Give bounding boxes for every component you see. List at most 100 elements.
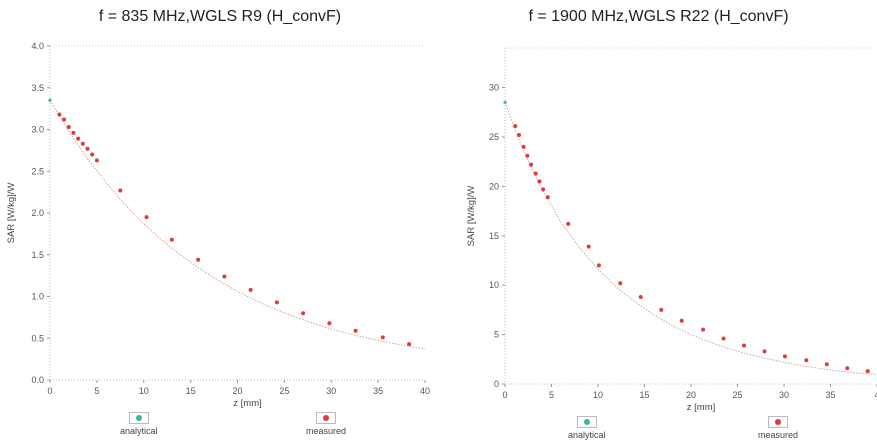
analytical-point (48, 98, 52, 102)
measured-point (762, 349, 767, 354)
measured-point (782, 354, 787, 359)
x-tick-label: 10 (139, 386, 149, 396)
measured-point (865, 369, 870, 374)
chart-1900-svg: 0 5 10 15 20 25 30 0 5 10 15 20 25 30 35 4 z [mm] SAR [W/… (466, 47, 877, 413)
measured-point (407, 342, 412, 347)
y-tick-label: 0 (494, 379, 499, 389)
measured-point (118, 188, 123, 193)
measured-point (71, 130, 76, 135)
measured-point (659, 307, 664, 312)
chart-panel-1900: f = 1900 MHz,WGLS R22 (H_convF) 0 5 10 15 20… (440, 0, 877, 440)
measured-point (57, 112, 62, 117)
analytical-curve (49, 100, 426, 350)
y-axis-label: SAR [W/kg]/W (6, 183, 17, 244)
x-tick-label: 30 (326, 386, 336, 396)
measured-point (274, 300, 279, 305)
x-tick-label: 10 (593, 390, 603, 400)
legend-analytical-label: analytical (120, 426, 158, 436)
measured-point (196, 257, 201, 262)
x-tick-label: 35 (825, 390, 835, 400)
x-tick-label: 40 (420, 386, 430, 396)
measured-point (545, 195, 550, 200)
analytical-point (503, 100, 507, 104)
legend-analytical-swatch (576, 416, 597, 428)
measured-point (85, 146, 90, 151)
chart-panel-835: f = 835 MHz,WGLS R9 (H_convF) 0.0 0.5 1.0 1… (6, 8, 430, 436)
legend-measured-swatch (316, 412, 337, 424)
y-tick-label: 25 (489, 132, 499, 142)
analytical-marker-icon (135, 415, 142, 421)
legend-analytical: analytical (568, 416, 606, 440)
measured-point (566, 221, 571, 226)
y-tick-label: 0.5 (31, 333, 44, 343)
y-tick-label: 15 (489, 231, 499, 241)
measured-point (327, 321, 332, 326)
analytical-curve (504, 102, 877, 376)
measured-point (525, 153, 530, 158)
measured-point (618, 281, 623, 286)
measured-point (76, 136, 81, 141)
y-tick-label: 3.0 (31, 125, 44, 135)
x-tick-label: 30 (779, 390, 789, 400)
measured-point (353, 328, 358, 333)
measured-point (742, 343, 747, 348)
measured-point (596, 263, 601, 268)
x-tick-label: 20 (686, 390, 696, 400)
measured-point (824, 362, 829, 367)
measured-point (62, 117, 67, 122)
x-tick-label: 15 (186, 386, 196, 396)
chart-835-svg: 0.0 0.5 1.0 1.5 2.0 2.5 3.0 3.5 4.0 0 5 10 15 20 25 30 3… (6, 41, 430, 409)
x-tick-label: 25 (732, 390, 742, 400)
legend-measured-label: measured (758, 430, 799, 440)
measured-point (301, 311, 306, 316)
measured-point (380, 335, 385, 340)
x-tick-label: 15 (639, 390, 649, 400)
y-tick-label: 30 (489, 83, 499, 93)
chart-title: f = 835 MHz,WGLS R9 (H_convF) (98, 8, 342, 25)
analytical-marker-icon (583, 419, 590, 425)
measured-point (533, 171, 538, 176)
measured-point (248, 287, 253, 292)
x-tick-label: 0 (47, 386, 52, 396)
x-tick-label: 5 (549, 390, 554, 400)
y-tick-label: 0.0 (31, 375, 44, 385)
legend-analytical-swatch (128, 412, 149, 424)
x-axis-label: z [mm] (687, 402, 716, 413)
measured-point (80, 141, 85, 146)
x-tick-label: 4 (874, 390, 877, 400)
legend-measured: measured (306, 412, 346, 436)
y-tick-label: 2.0 (31, 208, 44, 218)
y-tick-label: 1.0 (31, 292, 44, 302)
legend-measured-label: measured (306, 426, 347, 436)
legend-measured: measured (758, 416, 798, 440)
measured-point (804, 358, 809, 363)
legend-analytical-label: analytical (568, 430, 606, 440)
measured-point (66, 124, 71, 129)
measured-point (521, 144, 526, 149)
measured-point (701, 327, 706, 332)
measured-marker-icon (775, 419, 782, 425)
measured-marker-icon (323, 415, 330, 421)
y-tick-label: 3.5 (31, 83, 44, 93)
legend-measured-swatch (768, 416, 789, 428)
y-tick-label: 10 (489, 280, 499, 290)
measured-point (222, 274, 227, 279)
measured-point (541, 187, 546, 192)
measured-point (94, 158, 99, 163)
x-tick-label: 5 (94, 386, 99, 396)
x-tick-label: 0 (502, 390, 507, 400)
measured-point (529, 162, 534, 167)
measured-point (845, 366, 850, 371)
measured-point (586, 244, 591, 249)
measured-point (537, 179, 542, 184)
x-axis-label: z [mm] (233, 398, 262, 409)
measured-point (516, 132, 521, 137)
measured-point (721, 336, 726, 341)
measured-point (638, 295, 643, 300)
legend-analytical: analytical (120, 412, 158, 436)
measured-point (513, 124, 518, 129)
y-tick-label: 2.5 (31, 166, 44, 176)
x-tick-label: 20 (232, 386, 242, 396)
chart-title: f = 1900 MHz,WGLS R22 (H_convF) (528, 8, 789, 25)
y-tick-label: 5 (494, 330, 499, 340)
